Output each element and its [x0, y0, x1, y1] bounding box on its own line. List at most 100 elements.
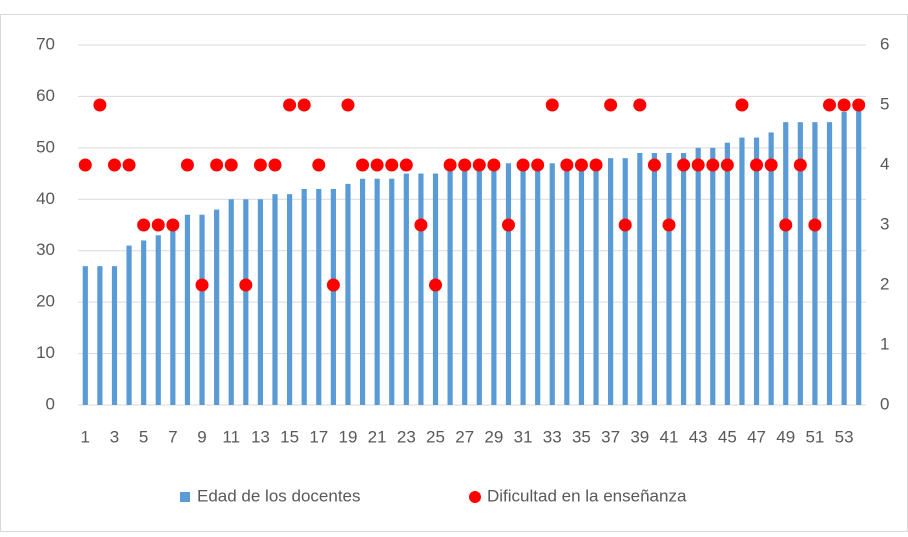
dot: [399, 158, 413, 172]
x-tick-label: 3: [110, 427, 119, 446]
bar: [170, 225, 176, 405]
y2-tick-label: 3: [880, 214, 889, 233]
y2-tick-label: 2: [880, 274, 889, 293]
bar: [403, 173, 409, 405]
dot: [472, 158, 486, 172]
bar: [724, 142, 730, 405]
dot: [545, 98, 559, 112]
bar: [389, 178, 395, 405]
dot: [268, 158, 282, 172]
bar: [214, 209, 220, 405]
x-tick-label: 1: [81, 427, 90, 446]
bar: [622, 158, 628, 405]
dot: [852, 98, 866, 112]
dot: [341, 98, 355, 112]
dot: [516, 158, 530, 172]
bar: [680, 153, 687, 405]
bar: [97, 266, 103, 405]
x-tick-label: 29: [484, 427, 503, 446]
y-tick-label: 60: [36, 86, 55, 105]
x-tick-label: 35: [572, 427, 591, 446]
dot: [560, 158, 574, 172]
bar: [286, 194, 293, 405]
dot: [253, 158, 267, 172]
dot: [312, 158, 326, 172]
x-tick-label: 9: [197, 427, 206, 446]
dot: [137, 218, 151, 232]
dot: [501, 218, 515, 232]
bar: [82, 266, 88, 405]
y-tick-label: 30: [36, 240, 55, 259]
dot: [370, 158, 384, 172]
dot: [823, 98, 837, 112]
dot: [107, 158, 121, 172]
x-tick-label: 47: [747, 427, 766, 446]
x-tick-label: 25: [426, 427, 445, 446]
bar: [753, 137, 760, 406]
bar: [462, 168, 468, 405]
dot: [78, 158, 92, 172]
bar: [111, 266, 118, 405]
dot: [385, 158, 399, 172]
dot: [647, 158, 661, 172]
bar: [593, 163, 599, 405]
bar: [126, 245, 132, 405]
bar: [841, 111, 847, 405]
x-tick-label: 41: [660, 427, 679, 446]
dot: [326, 278, 340, 292]
bar: [316, 189, 322, 405]
bar: [826, 122, 833, 406]
bar: [491, 168, 497, 405]
x-tick-label: 43: [689, 427, 708, 446]
bar: [797, 122, 803, 406]
x-tick-label: 7: [168, 427, 177, 446]
x-tick-label: 51: [805, 427, 824, 446]
dot: [837, 98, 851, 112]
x-tick-label: 33: [543, 427, 562, 446]
bar: [812, 122, 818, 406]
dot: [443, 158, 457, 172]
dot: [764, 158, 778, 172]
bar: [549, 163, 555, 405]
y-tick-label: 10: [36, 343, 55, 362]
bar: [651, 153, 658, 405]
dot: [166, 218, 180, 232]
y2-tick-label: 0: [880, 394, 889, 413]
y2-tick-label: 6: [880, 34, 889, 53]
dot: [283, 98, 297, 112]
y-tick-label: 50: [36, 137, 55, 156]
bar: [155, 235, 161, 405]
dot: [750, 158, 764, 172]
y2-tick-label: 1: [880, 334, 889, 353]
dot: [691, 158, 705, 172]
bar: [783, 122, 789, 406]
bar: [505, 163, 512, 405]
bar: [768, 132, 774, 405]
dot: [356, 158, 370, 172]
bar: [564, 163, 570, 405]
dot: [677, 158, 691, 172]
bar: [199, 214, 205, 405]
y-tick-label: 70: [36, 34, 55, 53]
dot: [793, 158, 807, 172]
bar: [359, 178, 366, 405]
dot: [487, 158, 501, 172]
dot: [210, 158, 224, 172]
dot: [224, 158, 238, 172]
x-tick-label: 49: [776, 427, 795, 446]
x-tick-label: 17: [309, 427, 328, 446]
bar: [695, 147, 701, 405]
bar: [666, 153, 672, 405]
bar: [184, 214, 191, 405]
dot: [531, 158, 545, 172]
bar: [637, 153, 643, 405]
bar: [520, 163, 526, 405]
bar: [330, 189, 336, 405]
dot: [414, 218, 428, 232]
dot: [633, 98, 647, 112]
dot: [151, 218, 165, 232]
x-tick-label: 37: [601, 427, 620, 446]
dot: [589, 158, 603, 172]
dot: [706, 158, 720, 172]
